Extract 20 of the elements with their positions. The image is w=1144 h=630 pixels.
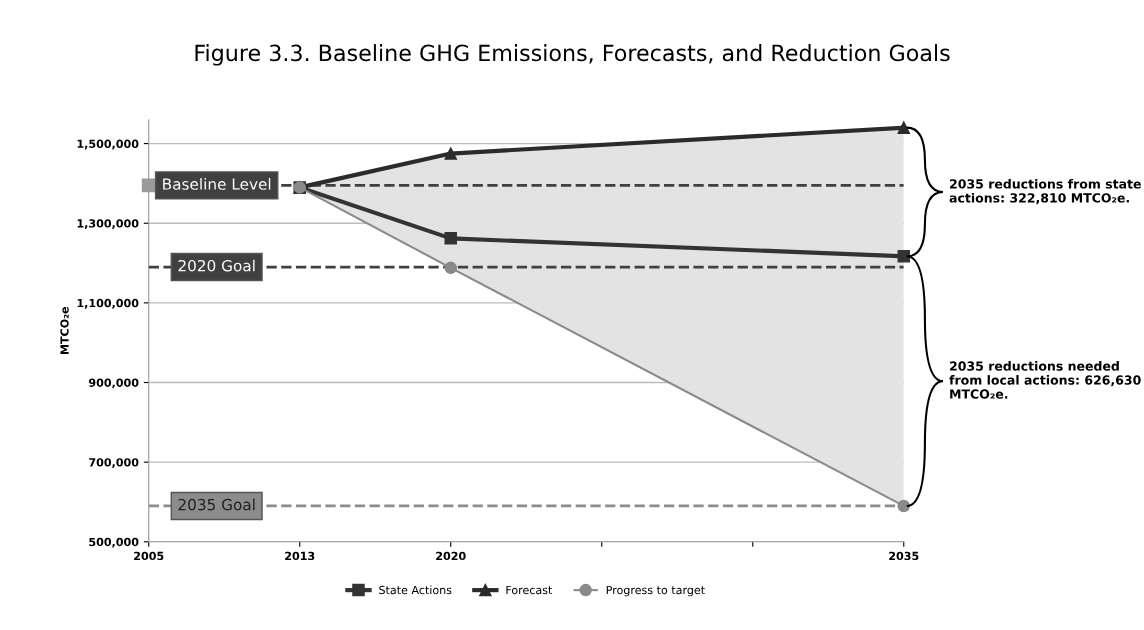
x-tick-label: 2020 <box>436 551 466 561</box>
y-axis-title: MTCO₂e <box>60 306 69 355</box>
text: 2035 reductions needed from local actions: 626,630 MTCO₂e. <box>949 361 1141 399</box>
legend-label: Progress to target <box>606 585 705 597</box>
y-tick-label: 900,000 <box>88 378 139 389</box>
legend-label: State Actions <box>379 585 452 595</box>
y-tick-label: 500,000 <box>89 537 139 548</box>
ref-line-label: 2035 Goal <box>178 498 255 511</box>
x-tick-label: 2005 <box>134 551 164 561</box>
ref-line-label: 2020 Goal <box>178 259 255 272</box>
ref-line-label: Baseline Level <box>163 178 271 190</box>
x-tick-label: 2035 <box>889 551 919 561</box>
text: 2035 reductions from state actions: 322,810 MTCO₂e. <box>949 178 1141 205</box>
chart-title: Figure 3.3. Baseline GHG Emissions, Forecasts, and Reduction Goals <box>195 44 950 66</box>
y-tick-label: 1,100,000 <box>77 298 139 309</box>
y-tick-label: 1,500,000 <box>77 139 139 150</box>
y-tick-label: 700,000 <box>89 458 139 468</box>
x-tick-label: 2013 <box>285 551 315 561</box>
y-tick-label: 1,300,000 <box>77 219 139 230</box>
legend-label: Forecast <box>506 585 553 595</box>
